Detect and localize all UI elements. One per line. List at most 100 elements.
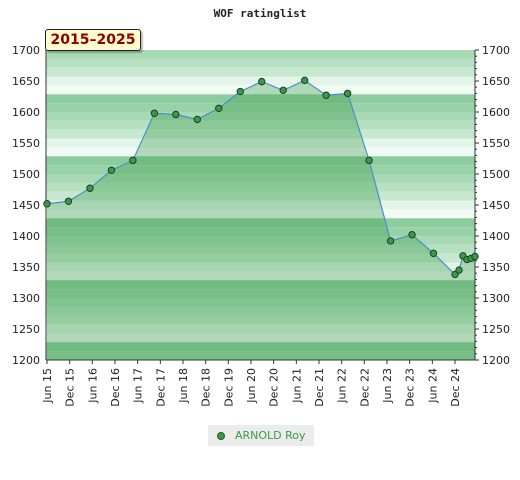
data-point[interactable] bbox=[215, 104, 223, 112]
background-band-15 bbox=[46, 182, 475, 192]
y-tick-label-right: 1350 bbox=[482, 261, 510, 274]
data-point[interactable] bbox=[365, 156, 373, 165]
background-band-29 bbox=[46, 306, 475, 316]
y-tick-label-right: 1700 bbox=[482, 44, 510, 57]
y-tick-label-left: 1200 bbox=[12, 354, 40, 367]
background-band-34 bbox=[46, 351, 475, 360]
y-tick-label-left: 1300 bbox=[12, 292, 40, 305]
x-tick-label: Dec 17 bbox=[154, 368, 167, 407]
data-point[interactable] bbox=[386, 237, 395, 245]
y-tick-label-left: 1550 bbox=[12, 137, 40, 150]
data-point[interactable] bbox=[236, 87, 244, 96]
background-band-23 bbox=[46, 253, 475, 263]
data-point[interactable] bbox=[86, 184, 94, 192]
background-band-19 bbox=[46, 218, 475, 228]
period-label: 2015–2025 bbox=[45, 29, 141, 51]
data-point[interactable] bbox=[258, 77, 266, 86]
period-text: 2015–2025 bbox=[50, 32, 136, 48]
y-tick-label-right: 1300 bbox=[482, 292, 510, 305]
x-tick-label: Dec 20 bbox=[268, 368, 281, 407]
x-tick-label: Dec 15 bbox=[64, 368, 77, 407]
background-band-6 bbox=[46, 103, 475, 112]
x-tick-label: Jun 20 bbox=[245, 368, 258, 404]
data-point[interactable] bbox=[279, 86, 287, 95]
data-point[interactable] bbox=[129, 156, 137, 165]
y-tick-label-left: 1650 bbox=[12, 75, 40, 88]
y-tick-label-right: 1400 bbox=[482, 230, 510, 243]
background-band-31 bbox=[46, 324, 475, 334]
x-tick-label: Jun 21 bbox=[290, 368, 303, 404]
legend[interactable]: ARNOLD Roy bbox=[208, 425, 314, 446]
series-area bbox=[47, 80, 475, 360]
data-point[interactable] bbox=[455, 266, 463, 274]
x-tick-label: Dec 19 bbox=[222, 368, 235, 407]
data-point[interactable] bbox=[107, 166, 116, 174]
background-band-12 bbox=[46, 156, 475, 166]
y-tick-label-right: 1500 bbox=[482, 168, 510, 181]
y-tick-label-left: 1250 bbox=[12, 323, 40, 336]
data-point[interactable] bbox=[193, 115, 202, 124]
y-tick-label-left: 1400 bbox=[12, 230, 40, 243]
background-band-0 bbox=[46, 50, 475, 59]
background-band-5 bbox=[46, 94, 475, 104]
x-tick-label: Jun 17 bbox=[132, 368, 145, 404]
background-band-17 bbox=[46, 200, 475, 210]
y-tick-label-right: 1450 bbox=[482, 199, 510, 212]
background-band-11 bbox=[46, 147, 475, 157]
background-band-2 bbox=[46, 67, 475, 77]
data-point[interactable] bbox=[64, 197, 73, 205]
background-band-10 bbox=[46, 138, 475, 148]
data-point[interactable] bbox=[300, 76, 309, 85]
background-band-4 bbox=[46, 85, 475, 95]
background-band-30 bbox=[46, 315, 475, 325]
background-band-1 bbox=[46, 58, 475, 68]
data-point[interactable] bbox=[408, 231, 416, 239]
x-tick-label: Jun 23 bbox=[381, 368, 394, 404]
background-band-14 bbox=[46, 174, 475, 183]
x-tick-label: Dec 23 bbox=[404, 368, 417, 407]
background-band-13 bbox=[46, 165, 475, 174]
data-point[interactable] bbox=[471, 252, 479, 261]
chart-title: WOF ratinglist bbox=[214, 7, 307, 20]
data-point[interactable] bbox=[429, 249, 438, 258]
data-point[interactable] bbox=[322, 91, 330, 99]
background-band-8 bbox=[46, 120, 475, 130]
y-tick-label-right: 1550 bbox=[482, 137, 510, 150]
data-point[interactable] bbox=[172, 110, 180, 119]
background-band-27 bbox=[46, 289, 475, 298]
y-tick-label-right: 1650 bbox=[482, 75, 510, 88]
background-band-22 bbox=[46, 244, 475, 254]
background-band-9 bbox=[46, 129, 475, 139]
data-point[interactable] bbox=[43, 200, 51, 208]
y-tick-label-left: 1450 bbox=[12, 199, 40, 212]
y-tick-label-left: 1600 bbox=[12, 106, 40, 119]
x-tick-label: Dec 16 bbox=[109, 368, 122, 407]
x-tick-label: Dec 22 bbox=[358, 368, 371, 407]
background-band-21 bbox=[46, 236, 475, 245]
x-tick-label: Jun 24 bbox=[426, 368, 439, 404]
background-band-20 bbox=[46, 227, 475, 236]
y-tick-label-left: 1350 bbox=[12, 261, 40, 274]
y-tick-label-left: 1700 bbox=[12, 44, 40, 57]
legend-marker-icon bbox=[217, 431, 225, 440]
x-tick-label: Jun 22 bbox=[336, 368, 349, 404]
x-tick-label: Dec 18 bbox=[200, 368, 213, 407]
data-point[interactable] bbox=[150, 109, 159, 117]
background-band-33 bbox=[46, 342, 475, 352]
x-tick-label: Jun 16 bbox=[86, 368, 99, 404]
background-band-28 bbox=[46, 298, 475, 307]
x-tick-label: Dec 24 bbox=[449, 368, 462, 407]
data-point[interactable] bbox=[343, 89, 352, 98]
background-band-7 bbox=[46, 112, 475, 121]
x-tick-label: Jun 15 bbox=[41, 368, 54, 404]
x-tick-label: Jun 18 bbox=[177, 368, 190, 404]
x-tick-label: Dec 21 bbox=[313, 368, 326, 407]
background-band-18 bbox=[46, 209, 475, 219]
y-tick-label-right: 1600 bbox=[482, 106, 510, 119]
background-band-32 bbox=[46, 333, 475, 343]
background-band-25 bbox=[46, 271, 475, 281]
background-band-16 bbox=[46, 191, 475, 201]
y-tick-label-right: 1200 bbox=[482, 354, 510, 367]
y-tick-label-left: 1500 bbox=[12, 168, 40, 181]
